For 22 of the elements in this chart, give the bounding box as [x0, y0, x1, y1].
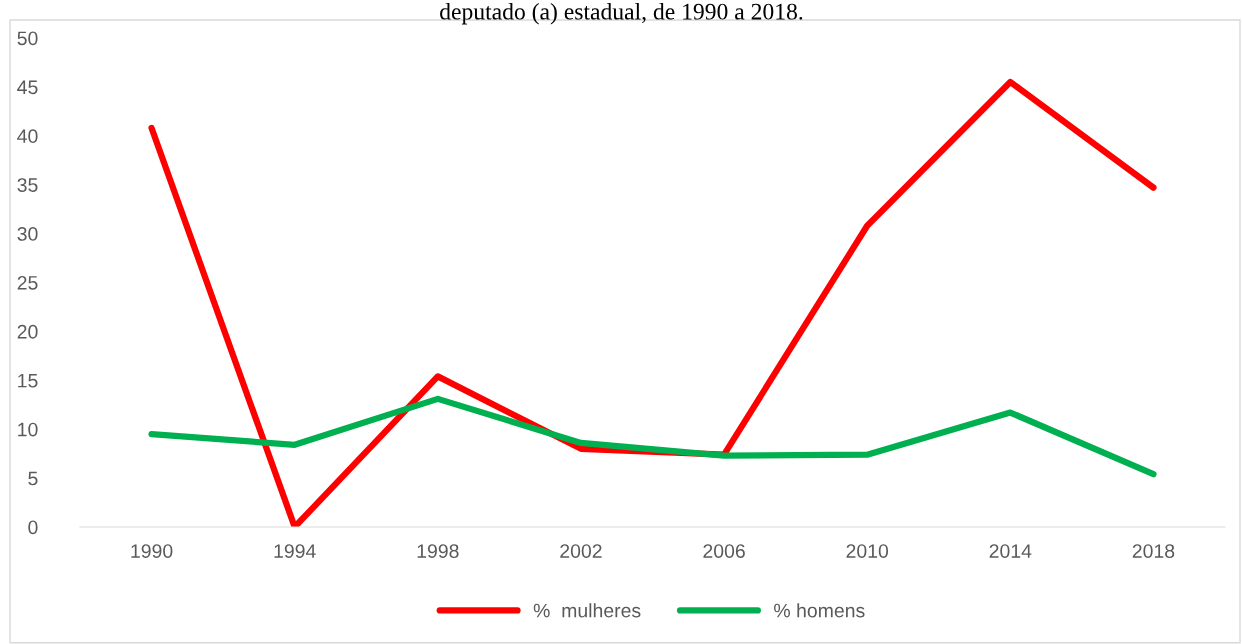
x-tick-label: 2010 [846, 544, 889, 558]
y-tick-label: 45 [17, 80, 38, 95]
x-tick-label: 1990 [131, 544, 173, 558]
x-tick-label: 1994 [274, 544, 316, 558]
y-tick-label: 15 [18, 373, 38, 388]
y-tick-label: 5 [28, 471, 38, 486]
x-tick-label: 2002 [560, 544, 602, 558]
x-tick-label: 2006 [703, 544, 745, 558]
legend-label: % mulheres [533, 603, 641, 618]
y-tick-label: 20 [17, 324, 38, 339]
x-tick-label: 2018 [1132, 544, 1175, 558]
y-tick-label: 0 [28, 520, 38, 535]
y-tick-label: 25 [17, 275, 38, 290]
legend-label: % homens [774, 603, 865, 618]
y-tick-label: 35 [17, 178, 38, 192]
y-tick-label: 30 [17, 227, 38, 241]
x-tick-label: 2014 [989, 544, 1032, 558]
chart-title: deputado (a) estadual, de 1990 a 2018. [440, 3, 803, 25]
x-tick-label: 1998 [417, 544, 459, 558]
y-tick-label: 10 [18, 422, 38, 437]
y-tick-label: 50 [17, 31, 38, 46]
y-tick-label: 40 [17, 129, 38, 144]
